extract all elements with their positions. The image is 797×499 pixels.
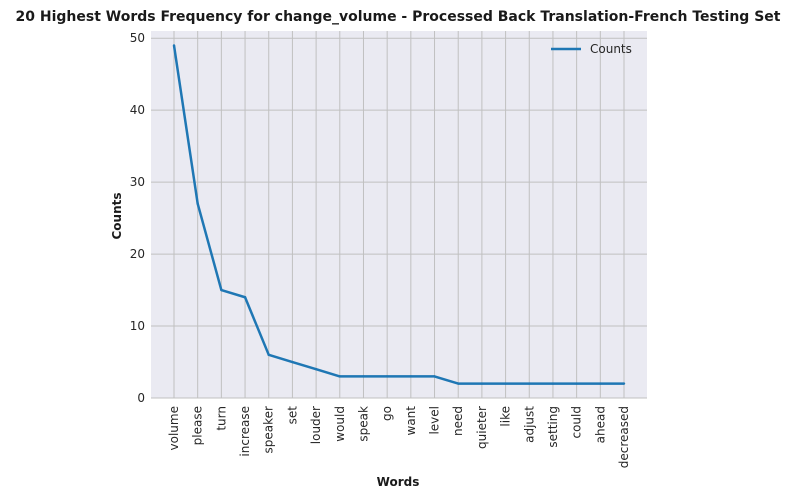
x-tick-label: like: [499, 406, 513, 427]
data-point: [267, 353, 270, 357]
x-tick-label: would: [333, 406, 347, 442]
data-point: [385, 375, 389, 378]
x-tick-label: decreased: [617, 406, 631, 468]
data-point: [457, 382, 460, 385]
data-point: [433, 375, 436, 378]
x-tick-label: level: [428, 406, 442, 435]
x-tick-label: want: [404, 406, 418, 436]
data-point: [504, 382, 507, 385]
y-tick-label: 50: [130, 31, 145, 45]
y-tick-labels: 0 10 20 30 40 50: [130, 31, 145, 405]
data-point: [575, 382, 578, 385]
x-tick-label: go: [380, 406, 394, 421]
x-tick-label: speak: [356, 406, 370, 442]
x-gridlines: [173, 31, 625, 398]
data-point: [551, 382, 555, 385]
chart-title: 20 Highest Words Frequency for change_vo…: [16, 9, 781, 25]
x-tick-label: increase: [238, 406, 252, 457]
data-point: [243, 296, 247, 299]
y-tick-label: 30: [130, 175, 145, 189]
x-tick-labels: volume please turn increase speaker set louder…: [167, 406, 631, 469]
plot-area: [151, 31, 647, 398]
data-point: [622, 382, 626, 385]
y-tick-label: 20: [130, 247, 145, 261]
y-tick-label: 40: [130, 103, 145, 117]
data-point: [220, 288, 223, 292]
data-point: [528, 382, 531, 385]
x-tick-label: setting: [546, 406, 560, 448]
data-point: [409, 375, 413, 378]
x-axis-label: Words: [377, 475, 420, 489]
x-tick-label: turn: [214, 406, 228, 431]
y-axis-label: Counts: [110, 192, 124, 239]
series-line-counts: [172, 45, 624, 385]
y-tick-label: 0: [137, 391, 145, 405]
data-point: [338, 375, 341, 378]
x-tick-label: quieter: [475, 406, 489, 449]
y-tick-label: 10: [130, 319, 145, 333]
x-tick-label: set: [285, 406, 299, 425]
x-tick-label: need: [451, 406, 465, 436]
x-tick-label: please: [191, 406, 205, 445]
data-point: [196, 202, 199, 205]
x-tick-label: volume: [167, 406, 181, 450]
data-point: [480, 382, 484, 385]
x-tick-label: louder: [309, 406, 323, 444]
legend-label-counts: Counts: [590, 42, 632, 56]
series-layer: [172, 44, 626, 385]
data-point: [314, 368, 318, 371]
data-point: [172, 44, 176, 47]
x-tick-label: adjust: [522, 406, 536, 443]
data-point: [291, 360, 294, 364]
x-tick-label: could: [570, 406, 584, 439]
x-tick-label: ahead: [593, 406, 607, 443]
legend: Counts: [551, 42, 632, 56]
data-point: [599, 382, 602, 385]
y-gridlines: [151, 37, 647, 399]
x-tick-label: speaker: [262, 406, 276, 454]
data-point: [362, 375, 365, 378]
